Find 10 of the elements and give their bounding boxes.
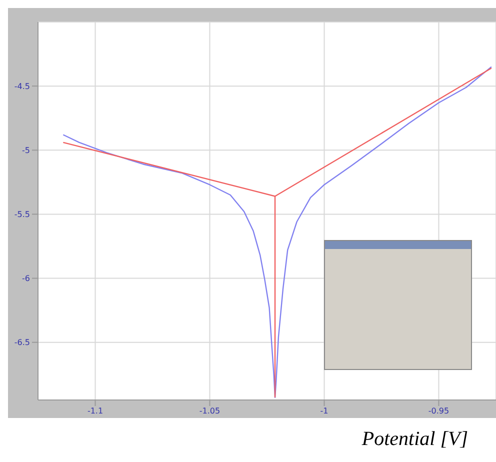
x-tick-label: -1 — [320, 406, 328, 416]
y-tick-label: -5.5 — [14, 210, 30, 220]
x-tick-label: -0.95 — [428, 406, 450, 416]
y-tick-label: -4.5 — [14, 82, 30, 91]
y-tick-label: -5 — [22, 146, 30, 155]
x-tick-label: -1.05 — [199, 406, 220, 416]
x-tick-label: -1.1 — [87, 406, 104, 416]
x-axis-title: Potential [V] — [360, 428, 469, 451]
y-tick-label: -6 — [22, 274, 30, 284]
y-tick-label: -6.5 — [14, 338, 30, 348]
